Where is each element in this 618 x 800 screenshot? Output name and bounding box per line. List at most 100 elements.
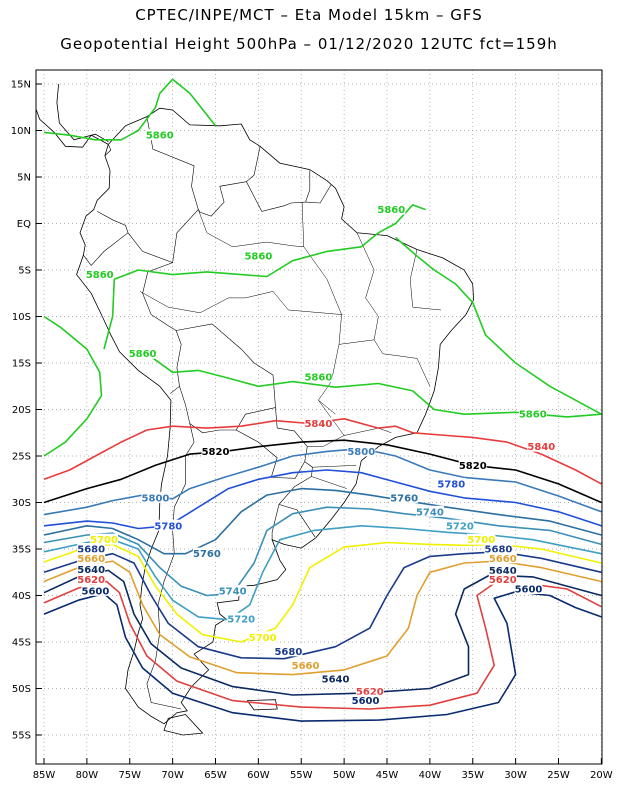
contour-label-bg <box>128 347 157 359</box>
contour-label: 5840 <box>304 419 332 430</box>
political-border <box>169 330 182 394</box>
lat-label: 15N <box>11 80 31 91</box>
contour-label: 5700 <box>467 535 495 546</box>
contour-labels: 5860 5860 5860 5860 5860 5860 5860 5840 5840 5820… <box>77 129 556 707</box>
contour-label-bg <box>145 129 174 141</box>
contour-label: 5600 <box>352 696 380 707</box>
contour-label-bg <box>377 203 406 215</box>
political-border <box>83 211 129 266</box>
contour-label: 5600 <box>82 586 110 597</box>
contour-label-bg <box>77 573 106 585</box>
contour-line-5680 <box>43 551 602 660</box>
state-border <box>139 291 343 315</box>
contour-label: 5860 <box>129 349 157 360</box>
contour-label-bg <box>77 543 106 554</box>
lat-label: 15S <box>12 359 31 370</box>
contour-line-5860 <box>172 78 217 127</box>
contour-line-5860 <box>395 236 602 415</box>
contour-label: 5640 <box>489 566 517 577</box>
longitude-axis: 85W 80W 75W 70W 65W 60W 55W 50W 45W 40W 35W 30W 25W 2… <box>33 758 613 781</box>
contour-label: 5640 <box>322 675 350 686</box>
contour-label-bg <box>227 612 256 624</box>
political-border <box>235 429 305 479</box>
political-border <box>198 181 247 217</box>
state-border <box>356 232 431 387</box>
lat-label: 30S <box>12 498 31 509</box>
lat-label: 50S <box>12 684 31 695</box>
political-border <box>146 423 195 710</box>
lat-label: 5S <box>18 266 31 277</box>
contour-line-5860 <box>43 315 103 457</box>
contour-line-5700 <box>43 541 602 643</box>
state-border <box>311 476 347 489</box>
contour-line-5820 <box>43 439 602 504</box>
contour-label-bg <box>488 552 517 564</box>
lat-label: 25S <box>12 452 31 463</box>
contour-line-5860 <box>43 78 174 141</box>
contour-label: 5600 <box>515 584 543 595</box>
contour-label-bg <box>291 659 320 671</box>
contour-label: 5840 <box>527 442 555 453</box>
political-border <box>283 170 311 207</box>
lat-label: 45S <box>12 638 31 649</box>
contour-line-5600 <box>43 591 602 722</box>
contour-label-bg <box>192 547 221 559</box>
political-border <box>127 232 177 331</box>
contour-label-bg <box>248 631 277 643</box>
height-contours <box>43 78 602 722</box>
contour-label: 5860 <box>244 252 272 263</box>
contour-label: 5620 <box>356 687 384 698</box>
lon-label: 40W <box>419 770 442 781</box>
contour-line-5660 <box>43 560 602 676</box>
coastline-and-borders <box>36 83 475 736</box>
lon-label: 35W <box>461 770 484 781</box>
contour-label-bg <box>85 268 114 280</box>
contour-line-5860 <box>146 353 602 418</box>
contour-label-bg <box>390 491 419 503</box>
contour-label: 5660 <box>77 554 105 565</box>
contour-label: 5780 <box>154 521 182 532</box>
political-border <box>104 144 112 156</box>
political-border <box>176 323 278 429</box>
contour-label: 5680 <box>485 545 513 556</box>
contour-label: 5760 <box>390 493 418 504</box>
lon-label: 75W <box>118 770 141 781</box>
lon-label: 55W <box>290 770 313 781</box>
contour-label-bg <box>218 584 247 596</box>
contour-label: 5720 <box>227 614 255 625</box>
contour-line-5780 <box>43 469 602 530</box>
contour-label-bg <box>355 685 384 697</box>
contour-label: 5760 <box>193 549 221 560</box>
lon-label: 20W <box>590 770 613 781</box>
contour-label-bg <box>488 573 517 585</box>
state-border <box>338 339 375 345</box>
lon-label: 85W <box>33 770 56 781</box>
lon-label: 80W <box>76 770 99 781</box>
contour-label: 5800 <box>347 447 375 458</box>
lon-label: 70W <box>161 770 184 781</box>
contour-label-bg <box>304 417 333 429</box>
contour-line-5720 <box>43 525 602 621</box>
state-border <box>198 202 305 248</box>
contour-label-bg <box>514 582 543 594</box>
falkland-islands-coastline <box>246 699 278 711</box>
contour-label-bg <box>415 505 444 517</box>
contour-label: 5860 <box>146 131 174 142</box>
contour-label-bg <box>141 491 170 503</box>
contour-label: 5660 <box>489 554 517 565</box>
contour-label: 5680 <box>274 647 302 658</box>
contour-line-5860 <box>103 204 426 350</box>
contour-label-bg <box>445 519 474 531</box>
lat-label: 5N <box>17 173 31 184</box>
contour-label: 5860 <box>86 270 114 281</box>
contour-label: 5700 <box>90 535 118 546</box>
lat-label: 35S <box>12 545 31 556</box>
political-border <box>253 146 261 176</box>
contour-label-bg <box>154 519 183 531</box>
lat-label: 10S <box>12 312 31 323</box>
contour-label: 5860 <box>519 410 547 421</box>
contour-label-bg <box>527 440 556 452</box>
contour-label-bg <box>458 459 487 471</box>
contour-label: 5820 <box>459 461 487 472</box>
